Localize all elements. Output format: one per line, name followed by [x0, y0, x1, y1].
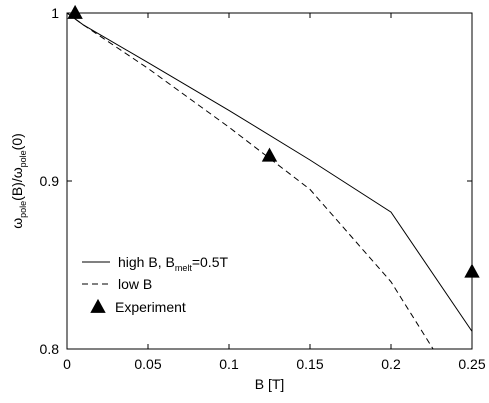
legend-label-low-b: low B: [118, 276, 152, 292]
legend: high B, Bmelt=0.5T low B Experiment: [82, 254, 228, 315]
text-part: melt: [175, 263, 193, 273]
data-point-experiment: [67, 4, 83, 19]
plot-area: [67, 4, 480, 349]
y-tick-label: 0.9: [40, 173, 60, 189]
data-point-experiment: [464, 263, 480, 278]
text-part: (B)/ω: [9, 167, 25, 201]
x-tick-label: 0.1: [219, 356, 239, 372]
series-line-low-b: [67, 13, 434, 349]
text-part: Experiment: [115, 299, 186, 315]
x-tick-label: 0.15: [296, 356, 323, 372]
text-part: pole: [18, 201, 28, 218]
text-part: (0): [9, 133, 25, 150]
text-part: high B, B: [118, 254, 175, 270]
text-part: pole: [18, 150, 28, 167]
text-part: =0.5T: [192, 254, 229, 270]
legend-marker-experiment: [90, 298, 106, 313]
legend-label-experiment: Experiment: [115, 299, 186, 315]
x-tick-label: 0: [63, 356, 71, 372]
y-tick-label: 1: [51, 5, 59, 21]
axes: 0 0.05 0.1 0.15 0.2 0.250.80.91B [T]ωpole(B)/…: [9, 5, 486, 392]
text-part: low B: [118, 276, 152, 292]
legend-label-high-b: high B, Bmelt=0.5T: [118, 254, 228, 273]
y-axis-label: ωpole(B)/ωpole(0): [9, 133, 28, 229]
y-tick-label: 0.8: [40, 341, 60, 357]
x-tick-label: 0.05: [134, 356, 161, 372]
x-axis-label: B [T]: [255, 376, 285, 392]
x-tick-label: 0.2: [381, 356, 401, 372]
data-point-experiment: [261, 147, 278, 162]
x-tick-label: 0.25: [458, 356, 485, 372]
text-part: ω: [9, 218, 25, 229]
